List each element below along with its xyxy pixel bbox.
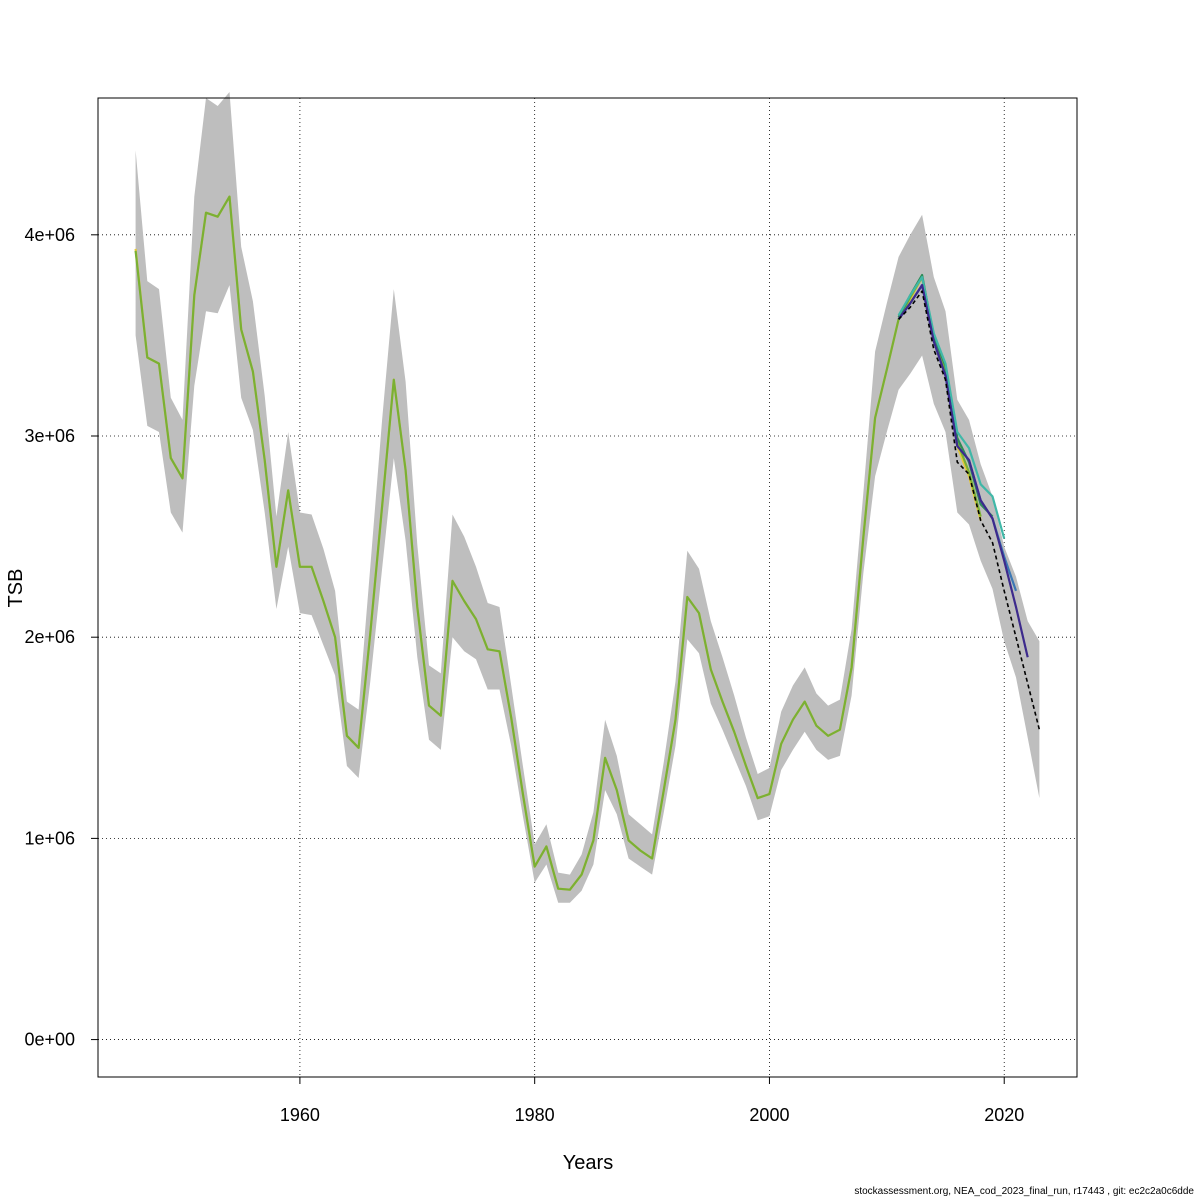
x-tick-label-2: 2000 <box>749 1105 789 1125</box>
footer-credit: stockassessment.org, NEA_cod_2023_final_… <box>854 1186 1194 1197</box>
x-tick-label-1: 1980 <box>515 1105 555 1125</box>
y-tick-label-3: 3e+06 <box>24 426 75 446</box>
series-line-1 <box>134 195 982 891</box>
x-tick-label-3: 2020 <box>984 1105 1024 1125</box>
y-tick-label-0: 0e+00 <box>24 1030 75 1050</box>
confidence-band <box>135 92 1040 903</box>
x-axis-title: Years <box>563 1152 613 1174</box>
grid <box>98 98 1077 1077</box>
series-line-3 <box>897 276 1006 539</box>
y-axis-title: TSB <box>5 569 27 608</box>
y-tick-label-2: 2e+06 <box>24 627 75 647</box>
series-line-0 <box>134 195 982 891</box>
series-line-5 <box>897 284 1029 658</box>
series-lines <box>134 195 1041 891</box>
plot-frame <box>97 97 1078 1078</box>
x-axis: 1960 1980 2000 2020 <box>280 1077 1024 1125</box>
y-axis: 0e+00 1e+06 2e+06 3e+06 4e+06 <box>24 225 98 1050</box>
y-tick-label-4: 4e+06 <box>24 225 75 245</box>
series-line-6 <box>898 290 1041 730</box>
x-tick-label-0: 1960 <box>280 1105 320 1125</box>
y-tick-label-1: 1e+06 <box>24 828 75 848</box>
